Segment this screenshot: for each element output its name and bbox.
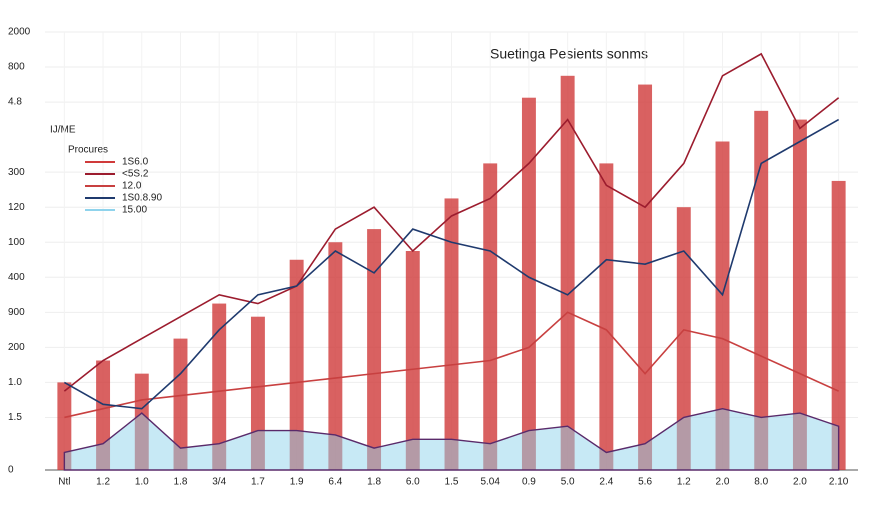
y-tick-label: 100 xyxy=(8,237,25,248)
chart-subtitle: IJ/ME xyxy=(50,125,76,136)
y-tick-label: 400 xyxy=(8,272,25,283)
bar xyxy=(521,97,536,470)
x-tick-label: Ntl xyxy=(58,477,70,488)
bar xyxy=(754,110,769,470)
x-tick-label: 2.4 xyxy=(599,477,613,488)
y-tick-label: 1.5 xyxy=(8,412,22,423)
y-tick-label: 0 xyxy=(8,465,14,476)
legend-label: 12.0 xyxy=(122,181,142,192)
y-tick-label: 200 xyxy=(8,342,25,353)
y-tick-label: 2000 xyxy=(8,27,31,38)
x-tick-label: 1.8 xyxy=(367,477,381,488)
line-series xyxy=(63,118,840,410)
bar xyxy=(560,75,575,471)
bar xyxy=(173,338,188,470)
x-tick-label: 2.0 xyxy=(793,477,807,488)
y-tick-label: 800 xyxy=(8,62,25,73)
line-series xyxy=(64,311,839,419)
bar xyxy=(638,84,653,470)
bar xyxy=(715,141,730,470)
line-series xyxy=(63,52,840,392)
x-tick-label: 8.0 xyxy=(754,477,768,488)
bar xyxy=(405,251,420,470)
x-tick-label: 2.0 xyxy=(716,477,730,488)
x-tick-label: 1.2 xyxy=(677,477,691,488)
y-tick-label: 4.8 xyxy=(8,97,22,108)
bar xyxy=(599,163,614,470)
chart-title: Suetinga Pesients sonms xyxy=(490,46,648,62)
area-series xyxy=(63,407,840,471)
bar xyxy=(831,180,846,471)
x-tick-label: 1.5 xyxy=(445,477,459,488)
legend-title: Procures xyxy=(68,145,108,156)
bar xyxy=(444,198,459,470)
x-tick-label: 1.0 xyxy=(135,477,149,488)
bar xyxy=(792,119,807,470)
legend-label: <5S.2 xyxy=(122,169,149,180)
x-tick-label: 1.8 xyxy=(174,477,188,488)
x-tick-label: 1.9 xyxy=(290,477,304,488)
x-tick-label: 6.4 xyxy=(328,477,342,488)
bar xyxy=(289,259,304,470)
x-tick-label: 6.0 xyxy=(406,477,420,488)
x-tick-label: 1.7 xyxy=(251,477,265,488)
x-tick-label: 3/4 xyxy=(212,477,226,488)
y-tick-label: 120 xyxy=(8,202,25,213)
x-tick-label: 2.10 xyxy=(829,477,849,488)
bar xyxy=(676,207,691,470)
legend-label: 1S0.8.90 xyxy=(122,193,162,204)
bar xyxy=(328,242,343,470)
x-tick-label: 0.9 xyxy=(522,477,536,488)
bar xyxy=(367,229,382,470)
x-tick-label: 5.04 xyxy=(480,477,500,488)
bar xyxy=(57,382,72,470)
x-tick-label: 1.2 xyxy=(96,477,110,488)
y-tick-label: 1.0 xyxy=(8,377,22,388)
y-tick-label: 900 xyxy=(8,307,25,318)
y-tick-label: 300 xyxy=(8,167,25,178)
x-tick-label: 5.6 xyxy=(638,477,652,488)
bar xyxy=(212,303,227,470)
legend-box xyxy=(58,140,178,220)
legend-label: 15.00 xyxy=(122,205,147,216)
legend-label: 1S6.0 xyxy=(122,157,149,168)
bar xyxy=(483,163,498,470)
x-tick-label: 5.0 xyxy=(561,477,575,488)
